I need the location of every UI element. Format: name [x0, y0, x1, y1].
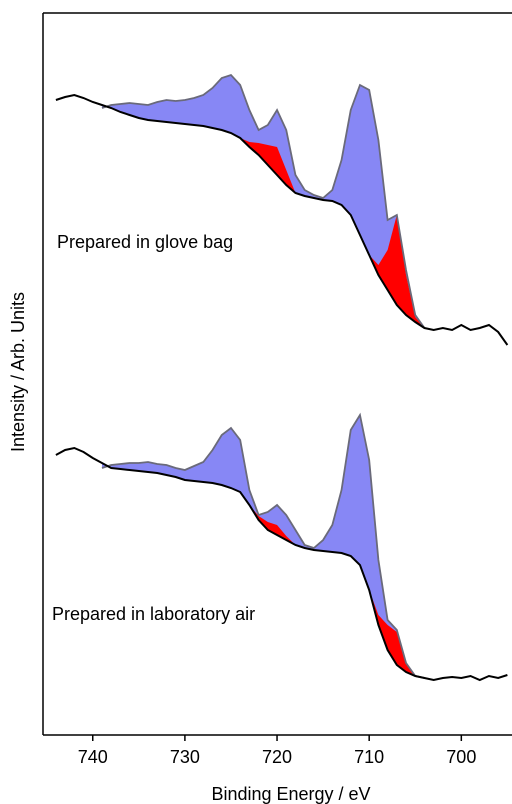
component-area	[249, 505, 416, 676]
x-tick-label: 710	[354, 747, 384, 767]
x-axis-label: Binding Energy / eV	[211, 784, 370, 804]
component-area	[240, 138, 425, 328]
plot-area	[55, 73, 509, 682]
x-tick-label: 720	[262, 747, 292, 767]
y-axis-label: Intensity / Arb. Units	[8, 292, 28, 452]
envelope-fill	[101, 75, 425, 328]
envelope-line	[101, 73, 426, 329]
envelope-line	[101, 412, 425, 679]
background-line	[55, 446, 508, 682]
x-tick-label: 730	[170, 747, 200, 767]
envelope-fill	[101, 415, 425, 678]
panel-label: Prepared in laboratory air	[52, 604, 255, 624]
panel-label: Prepared in glove bag	[57, 232, 233, 252]
x-tick-label: 700	[446, 747, 476, 767]
x-tick-label: 740	[78, 747, 108, 767]
background-line	[55, 93, 509, 346]
